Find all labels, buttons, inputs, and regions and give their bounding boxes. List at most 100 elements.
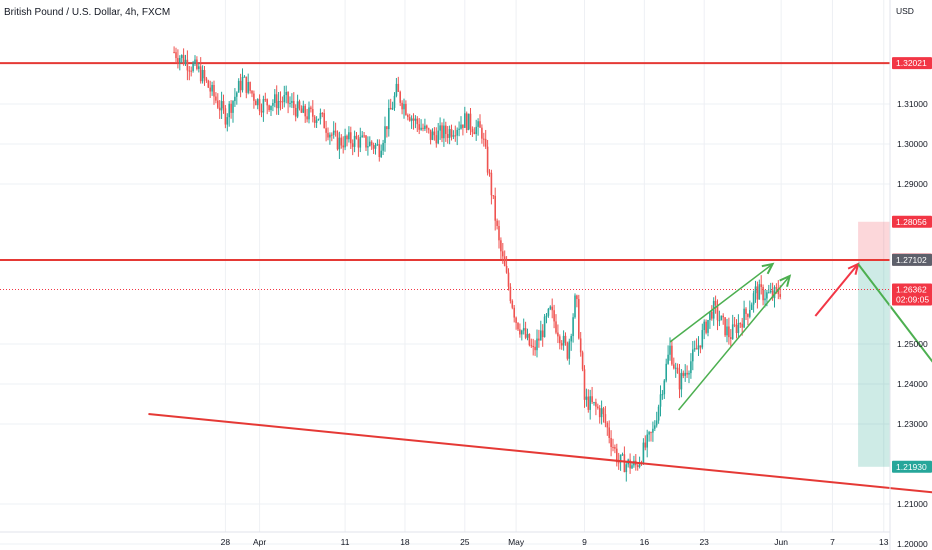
candle-body bbox=[714, 300, 717, 306]
candle-body bbox=[376, 144, 379, 146]
candle-body bbox=[380, 150, 382, 157]
candle-body bbox=[448, 129, 451, 138]
price-tag-bg bbox=[892, 57, 932, 70]
candle-body bbox=[386, 126, 388, 130]
candle-body bbox=[399, 91, 401, 103]
candle-body bbox=[312, 109, 314, 117]
candle-body bbox=[389, 107, 392, 110]
candle-body bbox=[530, 345, 533, 347]
candle-body bbox=[291, 100, 293, 103]
x-tick-label: 13 bbox=[879, 537, 889, 547]
candle-body bbox=[705, 321, 707, 333]
candle-body bbox=[177, 58, 179, 63]
candle-body bbox=[661, 394, 664, 396]
candle-body bbox=[344, 135, 346, 148]
time-axis[interactable]: 28Apr111825May91623Jun7132027 bbox=[221, 537, 932, 547]
x-tick-label: 18 bbox=[400, 537, 410, 547]
candle-body bbox=[712, 300, 715, 319]
candle-body bbox=[507, 272, 510, 287]
x-tick-label: 23 bbox=[699, 537, 709, 547]
candle-body bbox=[361, 135, 363, 137]
candle-body bbox=[194, 59, 196, 64]
x-tick-label: 25 bbox=[460, 537, 470, 547]
candle-body bbox=[279, 101, 282, 103]
candle-body bbox=[357, 138, 360, 148]
candle-body bbox=[587, 396, 590, 410]
candle-body bbox=[230, 103, 232, 113]
candle-body bbox=[650, 432, 652, 434]
candle-body bbox=[198, 66, 200, 69]
candle-body bbox=[598, 408, 601, 418]
candle-body bbox=[579, 338, 582, 353]
candle-body bbox=[329, 134, 331, 138]
position-zones bbox=[858, 221, 890, 467]
candle-body bbox=[515, 317, 517, 323]
candle-body bbox=[319, 113, 322, 119]
candle-body bbox=[695, 348, 698, 350]
candle-body bbox=[323, 113, 325, 129]
candle-body bbox=[777, 288, 780, 295]
candle-body bbox=[545, 315, 548, 317]
candle-body bbox=[429, 129, 432, 140]
candle-body bbox=[205, 78, 208, 81]
candle-body bbox=[285, 91, 287, 95]
price-axis[interactable]: 1.31000 1.30000 1.29000 1.25000 1.24000 1.230… bbox=[897, 99, 928, 549]
candle-body bbox=[395, 83, 398, 96]
x-tick-label: Jun bbox=[774, 537, 788, 547]
candle-body bbox=[374, 144, 377, 149]
candle-body bbox=[553, 310, 555, 322]
candle-body bbox=[446, 133, 449, 138]
candle-body bbox=[652, 428, 654, 433]
candle-body bbox=[384, 126, 386, 143]
candle-body bbox=[697, 345, 700, 350]
candle-body bbox=[283, 94, 286, 102]
candle-body bbox=[686, 372, 688, 375]
candle-body bbox=[709, 311, 711, 321]
candle-body bbox=[211, 84, 213, 92]
candle-body bbox=[410, 118, 413, 121]
candle-body bbox=[699, 345, 702, 348]
candle-body bbox=[266, 99, 268, 106]
candle-body bbox=[505, 265, 508, 273]
candle-body bbox=[663, 380, 666, 395]
candle-body bbox=[443, 125, 445, 139]
candle-body bbox=[766, 292, 768, 299]
candle-body bbox=[331, 134, 333, 136]
projection-arrow-2 bbox=[857, 263, 932, 363]
candle-body bbox=[749, 309, 751, 317]
candle-body bbox=[595, 402, 597, 407]
price-tag-label: 1.32021 bbox=[896, 58, 927, 68]
candle-body bbox=[604, 414, 607, 424]
candle-body bbox=[524, 328, 527, 338]
candle-body bbox=[606, 423, 609, 428]
candle-body bbox=[559, 336, 561, 344]
candle-body bbox=[201, 69, 204, 82]
candle-body bbox=[754, 286, 757, 294]
candle-body bbox=[281, 101, 284, 103]
candle-body bbox=[370, 141, 373, 146]
bar-countdown: 02:09:05 bbox=[896, 295, 929, 305]
candle-body bbox=[475, 126, 477, 134]
candle-body bbox=[484, 138, 487, 147]
candle-body bbox=[768, 292, 770, 294]
candle-body bbox=[481, 127, 483, 139]
candle-body bbox=[245, 76, 248, 93]
candle-body bbox=[488, 172, 491, 174]
candle-body bbox=[224, 108, 227, 125]
candle-body bbox=[669, 345, 671, 355]
candle-body bbox=[562, 335, 565, 346]
candle-body bbox=[350, 132, 352, 144]
candle-body bbox=[659, 394, 662, 407]
candle-body bbox=[617, 462, 620, 464]
take-profit-zone bbox=[858, 260, 890, 467]
candle-body bbox=[422, 127, 424, 129]
candle-body bbox=[467, 113, 470, 131]
candle-body bbox=[509, 286, 512, 301]
candle-body bbox=[578, 299, 580, 339]
candle-body bbox=[184, 59, 187, 65]
candle-body bbox=[657, 406, 660, 421]
candle-body bbox=[771, 290, 774, 299]
candle-body bbox=[720, 315, 723, 321]
currency-label: USD bbox=[896, 6, 914, 16]
